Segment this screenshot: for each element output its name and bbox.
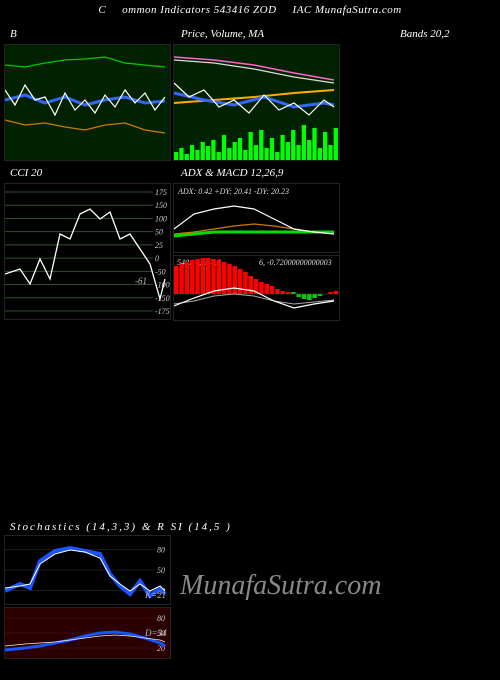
bollinger-panel bbox=[4, 44, 171, 161]
svg-text:-175: -175 bbox=[155, 307, 170, 316]
svg-text:80: 80 bbox=[157, 614, 165, 623]
row-mid: CCI 20 17515010050250-50-100-150-175-61 … bbox=[0, 165, 500, 321]
svg-text:-50: -50 bbox=[155, 267, 166, 276]
stoch-k-panel: 805020K=21 bbox=[4, 535, 171, 605]
svg-text:150: 150 bbox=[155, 201, 167, 210]
svg-text:100: 100 bbox=[155, 214, 167, 223]
svg-text:80: 80 bbox=[157, 546, 165, 555]
header-title: ommon Indicators 543416 ZOD bbox=[122, 4, 276, 16]
adx-title: ADX & MACD 12,26,9 bbox=[181, 167, 340, 181]
bb-title: B bbox=[10, 28, 171, 42]
cci-title: CCI 20 bbox=[10, 167, 171, 181]
svg-text:ADX: 0.42 +DY: 20.41 -DY: 20.: ADX: 0.42 +DY: 20.41 -DY: 20.23 bbox=[177, 187, 289, 196]
price-panel bbox=[173, 44, 340, 161]
svg-text:50: 50 bbox=[157, 566, 165, 575]
price-column: Price, Volume, MA bbox=[171, 26, 340, 161]
bands-label: Bands 20,2 bbox=[400, 28, 450, 161]
header-source: IAC MunafaSutra.com bbox=[293, 4, 402, 16]
bb-column: B bbox=[0, 26, 171, 161]
svg-text:25: 25 bbox=[155, 241, 163, 250]
svg-text:-61: -61 bbox=[135, 276, 147, 286]
svg-text:50: 50 bbox=[155, 228, 163, 237]
svg-text:0: 0 bbox=[155, 254, 159, 263]
price-title: Price, Volume, MA bbox=[181, 28, 340, 42]
cci-panel: 17515010050250-50-100-150-175-61 bbox=[4, 183, 171, 320]
svg-text:K=21: K=21 bbox=[144, 590, 166, 600]
svg-text:175: 175 bbox=[155, 188, 167, 197]
svg-text:-150: -150 bbox=[155, 294, 170, 303]
stoch-title: Stochastics (14,3,3) & R SI (14,5 ) bbox=[10, 521, 500, 533]
header-prefix: C bbox=[98, 4, 106, 16]
svg-text:6, -0.72000000000003: 6, -0.72000000000003 bbox=[259, 258, 332, 267]
watermark: MunafaSutra.com bbox=[180, 570, 381, 602]
svg-text:D=34: D=34 bbox=[144, 628, 167, 638]
page-header: C ommon Indicators 543416 ZOD IAC Munafa… bbox=[0, 0, 500, 20]
row-top: B Price, Volume, MA Bands 20,2 bbox=[0, 26, 500, 161]
chart-page: C ommon Indicators 543416 ZOD IAC Munafa… bbox=[0, 0, 500, 680]
stoch-d-panel: 805020D=34 bbox=[4, 607, 171, 659]
adx-panel: ADX: 0.42 +DY: 20.41 -DY: 20.23 bbox=[173, 183, 340, 253]
adx-macd-column: ADX & MACD 12,26,9 ADX: 0.42 +DY: 20.41 … bbox=[171, 165, 340, 321]
cci-column: CCI 20 17515010050250-50-100-150-175-61 bbox=[0, 165, 171, 321]
macd-panel: 540.14, 540.86, -0.72000000000003 bbox=[173, 255, 340, 321]
